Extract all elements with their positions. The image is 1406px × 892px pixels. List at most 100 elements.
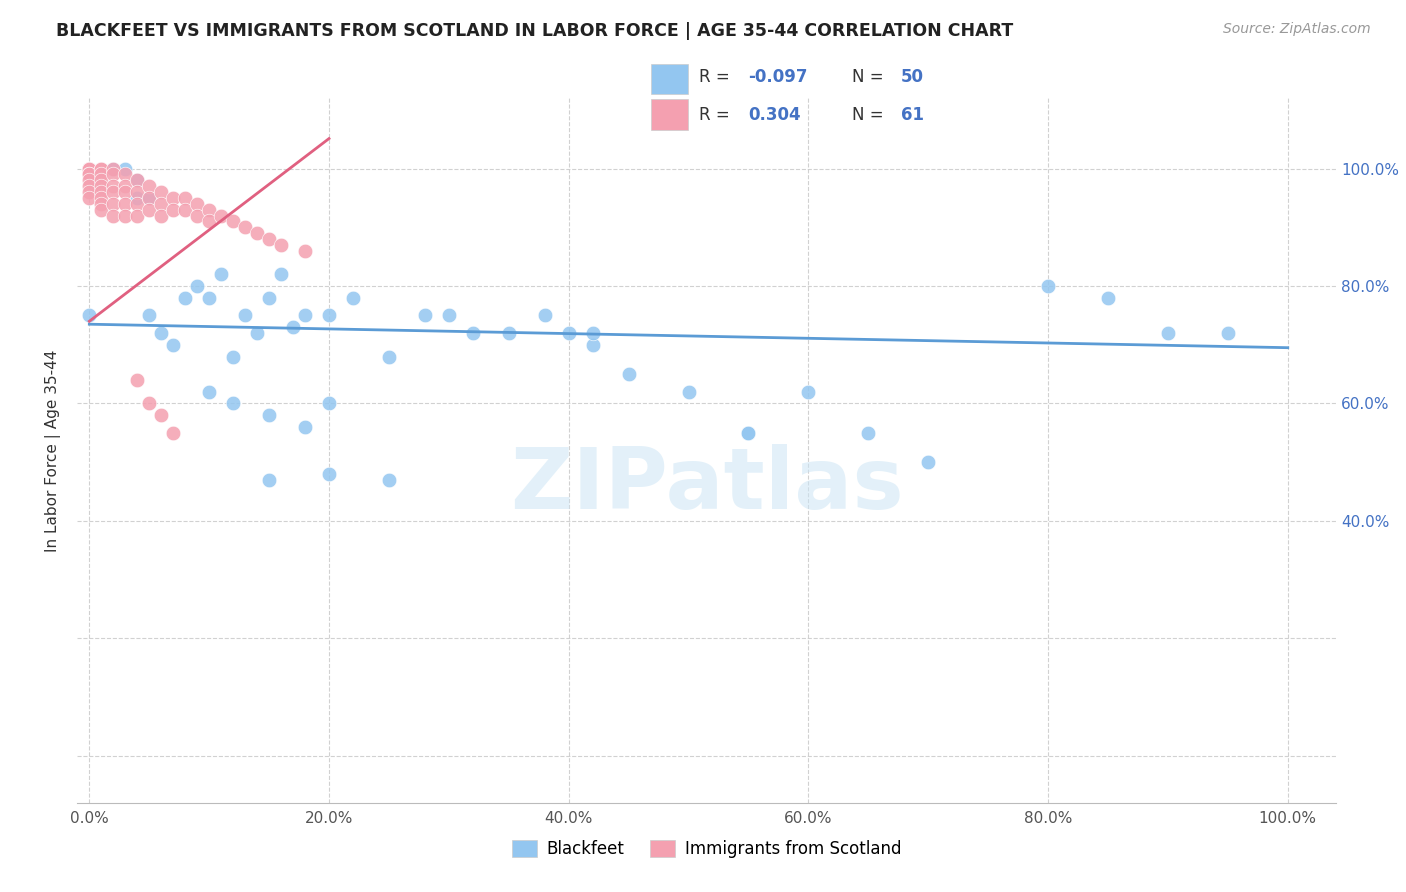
- Point: [79, 161, 101, 176]
- Point: [114, 168, 136, 182]
- Text: Source: ZipAtlas.com: Source: ZipAtlas.com: [1223, 22, 1371, 37]
- Point: [150, 197, 173, 211]
- Point: [378, 350, 401, 364]
- Point: [270, 268, 292, 282]
- Point: [90, 202, 112, 217]
- Point: [162, 191, 184, 205]
- Point: [79, 161, 101, 176]
- Point: [257, 232, 280, 246]
- Point: [1157, 326, 1180, 340]
- Point: [90, 191, 112, 205]
- Point: [150, 409, 173, 423]
- Point: [342, 291, 364, 305]
- Point: [737, 425, 759, 440]
- Point: [233, 309, 256, 323]
- Point: [127, 191, 149, 205]
- Point: [114, 209, 136, 223]
- Point: [186, 209, 208, 223]
- Point: [103, 168, 125, 182]
- Point: [79, 173, 101, 187]
- Y-axis label: In Labor Force | Age 35-44: In Labor Force | Age 35-44: [45, 350, 60, 551]
- Point: [79, 161, 101, 176]
- Point: [582, 338, 605, 352]
- FancyBboxPatch shape: [651, 63, 688, 95]
- Point: [79, 179, 101, 194]
- Point: [127, 209, 149, 223]
- Point: [103, 197, 125, 211]
- Text: 61: 61: [900, 105, 924, 123]
- Point: [797, 384, 820, 399]
- Point: [127, 185, 149, 199]
- Point: [150, 326, 173, 340]
- Point: [90, 168, 112, 182]
- Point: [437, 309, 460, 323]
- Point: [209, 268, 232, 282]
- Legend: Blackfeet, Immigrants from Scotland: Blackfeet, Immigrants from Scotland: [505, 833, 908, 865]
- Point: [222, 350, 245, 364]
- Point: [617, 367, 640, 381]
- Point: [318, 309, 340, 323]
- Point: [737, 425, 759, 440]
- Point: [138, 191, 160, 205]
- Point: [917, 455, 939, 469]
- Point: [198, 384, 221, 399]
- Point: [79, 309, 101, 323]
- Point: [222, 214, 245, 228]
- Point: [1097, 291, 1119, 305]
- Text: 0.304: 0.304: [748, 105, 800, 123]
- Point: [557, 326, 579, 340]
- Point: [281, 320, 304, 334]
- Point: [209, 209, 232, 223]
- Point: [103, 179, 125, 194]
- Point: [90, 179, 112, 194]
- Point: [127, 173, 149, 187]
- Point: [79, 161, 101, 176]
- Point: [678, 384, 700, 399]
- Point: [174, 202, 197, 217]
- Point: [90, 185, 112, 199]
- Point: [103, 161, 125, 176]
- Point: [90, 173, 112, 187]
- Point: [246, 326, 269, 340]
- Point: [174, 191, 197, 205]
- Point: [90, 197, 112, 211]
- Point: [162, 425, 184, 440]
- Point: [114, 161, 136, 176]
- Point: [270, 238, 292, 252]
- Point: [257, 473, 280, 487]
- Point: [127, 173, 149, 187]
- Point: [79, 185, 101, 199]
- Point: [294, 309, 316, 323]
- Point: [114, 197, 136, 211]
- Point: [138, 396, 160, 410]
- Point: [222, 396, 245, 410]
- Point: [186, 279, 208, 293]
- Text: -0.097: -0.097: [748, 69, 807, 87]
- Point: [1216, 326, 1239, 340]
- Point: [498, 326, 520, 340]
- Point: [858, 425, 880, 440]
- Point: [150, 185, 173, 199]
- Point: [90, 161, 112, 176]
- Point: [138, 309, 160, 323]
- Point: [246, 226, 269, 240]
- Point: [198, 291, 221, 305]
- Point: [318, 467, 340, 481]
- Point: [257, 409, 280, 423]
- Text: N =: N =: [852, 105, 884, 123]
- Point: [198, 202, 221, 217]
- Point: [294, 244, 316, 258]
- Point: [318, 396, 340, 410]
- Point: [127, 373, 149, 387]
- Point: [127, 197, 149, 211]
- Point: [138, 179, 160, 194]
- Text: N =: N =: [852, 69, 884, 87]
- Text: 50: 50: [900, 69, 924, 87]
- Point: [103, 209, 125, 223]
- Point: [257, 291, 280, 305]
- Point: [174, 291, 197, 305]
- FancyBboxPatch shape: [651, 99, 688, 130]
- Point: [90, 161, 112, 176]
- Point: [533, 309, 555, 323]
- Text: BLACKFEET VS IMMIGRANTS FROM SCOTLAND IN LABOR FORCE | AGE 35-44 CORRELATION CHA: BLACKFEET VS IMMIGRANTS FROM SCOTLAND IN…: [56, 22, 1014, 40]
